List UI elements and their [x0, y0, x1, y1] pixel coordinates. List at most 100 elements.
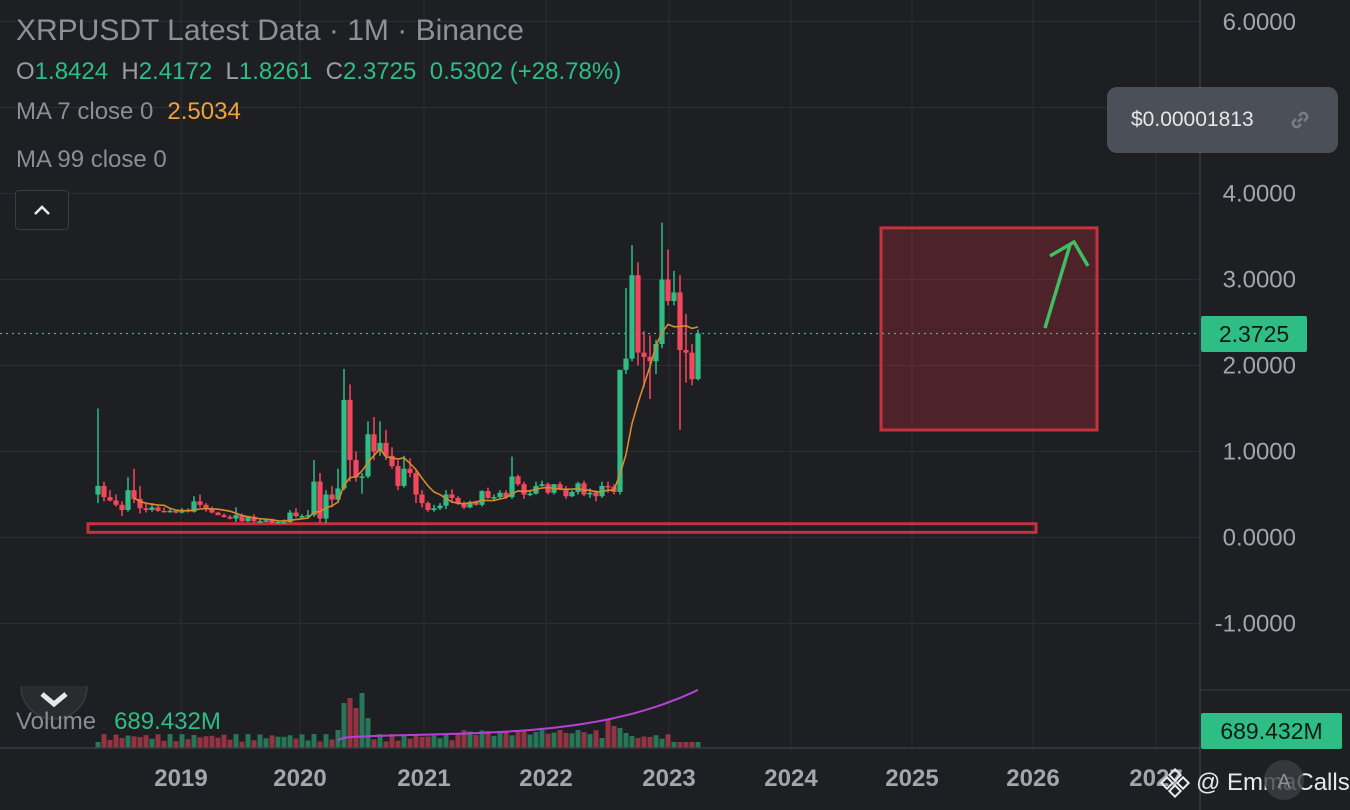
- candle-body: [131, 490, 137, 499]
- volume-label: Volume: [16, 708, 97, 735]
- candle-body: [257, 521, 263, 523]
- candle-body: [647, 356, 653, 362]
- auto-scale-icon[interactable]: A: [1262, 758, 1306, 802]
- candle-body: [641, 352, 647, 357]
- volume-bar: [167, 734, 173, 748]
- volume-bar: [551, 732, 557, 748]
- volume-bar: [323, 734, 329, 748]
- high-value: 2.4172: [138, 58, 213, 85]
- candle-body: [161, 510, 167, 513]
- candle-body: [173, 510, 179, 513]
- candle-body: [509, 476, 515, 498]
- candle-body: [95, 485, 101, 495]
- ma7-value: 2.5034: [167, 98, 241, 125]
- volume-bars: [95, 688, 701, 748]
- volume-bar: [113, 734, 119, 748]
- candle-body: [575, 483, 581, 492]
- candle-body: [167, 510, 173, 513]
- candle-body: [101, 485, 107, 498]
- high-label: H: [121, 58, 139, 85]
- link-icon[interactable]: [1286, 106, 1314, 134]
- volume-bar: [629, 736, 635, 748]
- volume-bar: [653, 735, 659, 748]
- moving-averages: [133, 323, 699, 522]
- candle-body: [623, 358, 629, 370]
- volume-bar: [407, 738, 413, 748]
- volume-bar: [479, 730, 485, 748]
- ma7-legend[interactable]: MA 7 close 0 2.5034: [16, 98, 241, 126]
- candle-body: [587, 492, 593, 495]
- volume-bar: [329, 739, 335, 748]
- volume-bar: [557, 730, 563, 748]
- candle-body: [527, 493, 533, 496]
- candle-body: [149, 507, 155, 510]
- tooltip-value: $0.00001813: [1131, 108, 1254, 131]
- candle-body: [125, 490, 131, 510]
- candle-body: [317, 481, 323, 519]
- candle-body: [341, 399, 347, 489]
- ma99-label: MA 99 close 0: [16, 146, 167, 173]
- candle-body: [197, 501, 203, 505]
- y-tick-label: 6.0000: [1223, 9, 1296, 36]
- volume-bar: [617, 728, 623, 748]
- open-label: O: [16, 58, 35, 85]
- candle-body: [323, 494, 329, 519]
- volume-bar: [227, 739, 233, 748]
- volume-bar: [503, 730, 509, 748]
- volume-bar: [497, 730, 503, 748]
- range-box: [879, 226, 1099, 432]
- volume-bar: [101, 734, 107, 748]
- candle-body: [281, 522, 287, 524]
- candle-body: [581, 483, 587, 495]
- collapse-legend-button[interactable]: [15, 190, 69, 230]
- candle-body: [413, 473, 419, 495]
- volume-bar: [437, 738, 443, 748]
- candle-body: [557, 484, 563, 489]
- volume-bar: [521, 730, 527, 748]
- candle-body: [245, 516, 251, 522]
- volume-bar: [311, 734, 317, 748]
- volume-bar: [347, 698, 353, 748]
- volume-value: 689.432M: [114, 708, 221, 735]
- ma99-legend[interactable]: MA 99 close 0: [16, 146, 167, 174]
- candle-body: [695, 333, 701, 380]
- low-label: L: [225, 58, 239, 85]
- candle-body: [299, 516, 305, 518]
- volume-bar: [371, 739, 377, 748]
- candle-body: [359, 476, 365, 478]
- open-value: 1.8424: [34, 58, 109, 85]
- candle-body: [683, 350, 689, 353]
- candle-body: [233, 515, 239, 519]
- x-tick-label: 2021: [397, 765, 450, 792]
- volume-bar: [197, 737, 203, 748]
- volume-bar: [125, 735, 131, 748]
- exchange-logo-icon: [20, 686, 88, 720]
- support-zone-box: [86, 522, 1038, 534]
- candle-body: [443, 494, 449, 506]
- candle-body: [209, 509, 215, 513]
- volume-bar: [263, 738, 269, 748]
- volume-bar: [413, 735, 419, 748]
- candle-body: [665, 279, 671, 301]
- volume-bar: [527, 734, 533, 748]
- volume-legend[interactable]: Volume 689.432M: [16, 708, 221, 736]
- volume-bar: [569, 733, 575, 748]
- candle-body: [137, 498, 143, 509]
- candle-body: [653, 344, 659, 362]
- price-tooltip[interactable]: $0.00001813: [1107, 87, 1338, 153]
- y-tick-label: 2.0000: [1223, 353, 1296, 380]
- candle-body: [287, 512, 293, 523]
- volume-bar: [155, 734, 161, 748]
- candle-body: [251, 516, 257, 522]
- volume-bar: [461, 730, 467, 748]
- candle-body: [107, 497, 113, 501]
- volume-bar: [257, 734, 263, 748]
- x-tick-label: 2026: [1006, 765, 1059, 792]
- volume-bar: [383, 741, 389, 748]
- volume-bar: [233, 734, 239, 748]
- candle-body: [239, 515, 245, 522]
- candle-body: [629, 275, 635, 359]
- volume-bar: [209, 735, 215, 748]
